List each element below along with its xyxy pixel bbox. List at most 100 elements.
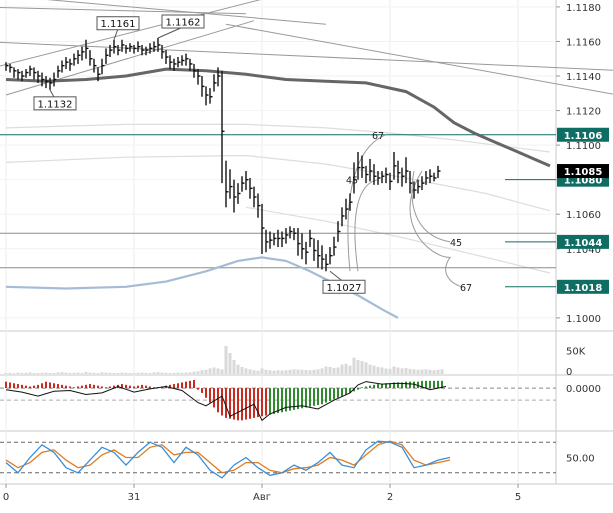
ohlc-bar [69, 58, 73, 71]
fib-label: 45 [346, 176, 358, 187]
volume-bar [112, 373, 116, 374]
volume-bar [288, 369, 292, 374]
ohlc-bar [177, 57, 181, 68]
volume-bar [244, 368, 248, 374]
ohlc-bar [233, 179, 237, 213]
ohlc-bar [401, 167, 405, 187]
trend-line [0, 41, 613, 71]
price-badge-label: 1.1080 [564, 176, 603, 187]
callout-pointer [157, 26, 184, 39]
fib-label: 67 [460, 283, 472, 294]
ohlc-bar [201, 76, 205, 97]
ohlc-bar [173, 58, 177, 71]
volume-bar [172, 372, 176, 374]
volume-bar [28, 372, 32, 374]
price-tick-label: 1.1100 [566, 141, 601, 152]
ohlc-bar [129, 43, 133, 52]
volume-bar [336, 367, 340, 374]
volume-bar [4, 373, 8, 374]
main-price-panel[interactable]: 1.1161 1.1162 1.1132 1.1027 67 45 45 67 [0, 0, 613, 319]
volume-panel[interactable] [4, 346, 444, 374]
ohlc-bar [9, 63, 13, 73]
ohlc-bar [45, 76, 49, 89]
ohlc-bar [357, 152, 361, 180]
ohlc-bar [257, 193, 261, 218]
ohlc-bar [353, 162, 357, 194]
ohlc-bar [321, 245, 325, 270]
ohlc-bar [53, 72, 57, 87]
callout-pointer [113, 28, 119, 40]
ohlc-bar [13, 67, 17, 78]
stochastic-tick-label: 50.00 [566, 454, 595, 465]
volume-bar [160, 372, 164, 374]
envelope-line [5, 123, 551, 153]
ohlc-bar [421, 176, 425, 191]
ohlc-bar [57, 65, 61, 78]
ohlc-bar [37, 70, 41, 83]
ohlc-bar [85, 39, 89, 59]
macd-panel[interactable] [0, 380, 556, 422]
ohlc-bar [253, 186, 257, 208]
volume-bar [20, 373, 24, 374]
ohlc-bar [133, 44, 137, 54]
price-tick-label: 1.1120 [566, 107, 601, 118]
volume-bar [168, 373, 172, 374]
ohlc-bar [197, 69, 201, 85]
volume-bar [316, 369, 320, 374]
ohlc-bar [417, 179, 421, 194]
volume-bar [236, 364, 240, 374]
ohlc-bar [5, 62, 9, 71]
volume-bar [224, 346, 228, 374]
callout-label: 1.1132 [38, 99, 73, 110]
callout-label: 1.1161 [101, 19, 136, 30]
callout-label: 1.1162 [166, 18, 201, 29]
ohlc-bar [397, 160, 401, 184]
volume-tick-label: 50K [566, 347, 586, 358]
volume-bar [360, 360, 364, 374]
time-tick-label: 0 [3, 492, 9, 503]
ohlc-bar [329, 247, 333, 265]
volume-bar [68, 373, 72, 374]
volume-bar [412, 369, 416, 374]
ohlc-bar [245, 171, 249, 191]
volume-bar [276, 370, 280, 374]
price-tick-label: 1.1160 [566, 37, 601, 48]
ohlc-bar [149, 43, 153, 54]
volume-bar [320, 368, 324, 374]
price-tick-label: 1.1140 [566, 72, 601, 83]
time-axis: 0 31 Авг 2 5 [3, 484, 521, 503]
volume-bar [380, 367, 384, 374]
current-price-label: 1.1085 [564, 167, 603, 178]
volume-bar [108, 372, 112, 374]
fib-label: 45 [450, 238, 462, 249]
ohlc-bar [413, 181, 417, 199]
volume-bar [424, 369, 428, 374]
ohlc-bar [409, 171, 413, 194]
ohlc-bar [425, 171, 429, 185]
price-badges: 1.1106 1.1080 1.1044 1.1018 1.1085 [557, 127, 609, 294]
ohlc-bar [273, 233, 277, 246]
volume-bar [116, 372, 120, 374]
volume-bar [156, 372, 160, 374]
ohlc-bar [317, 240, 321, 268]
time-tick-label: 2 [387, 492, 393, 503]
volume-bar [388, 368, 392, 374]
ohlc-bar [185, 53, 189, 66]
ohlc-bar [405, 157, 409, 184]
price-callout: 1.1161 [96, 16, 140, 40]
ohlc-bar [141, 44, 145, 56]
stochastic-panel[interactable] [0, 440, 556, 479]
ohlc-bar [157, 38, 161, 52]
volume-bar [104, 372, 108, 374]
ohlc-bar [265, 229, 269, 253]
callout-box [96, 16, 140, 31]
volume-bar [56, 372, 60, 374]
envelope-line [5, 154, 551, 212]
price-callout: 1.1132 [33, 89, 77, 111]
ohlc-bar [337, 221, 341, 242]
ohlc-bar [281, 231, 285, 248]
volume-bar [204, 369, 208, 374]
price-tick-label: 1.1060 [566, 210, 601, 221]
ohlc-bar [261, 203, 265, 254]
